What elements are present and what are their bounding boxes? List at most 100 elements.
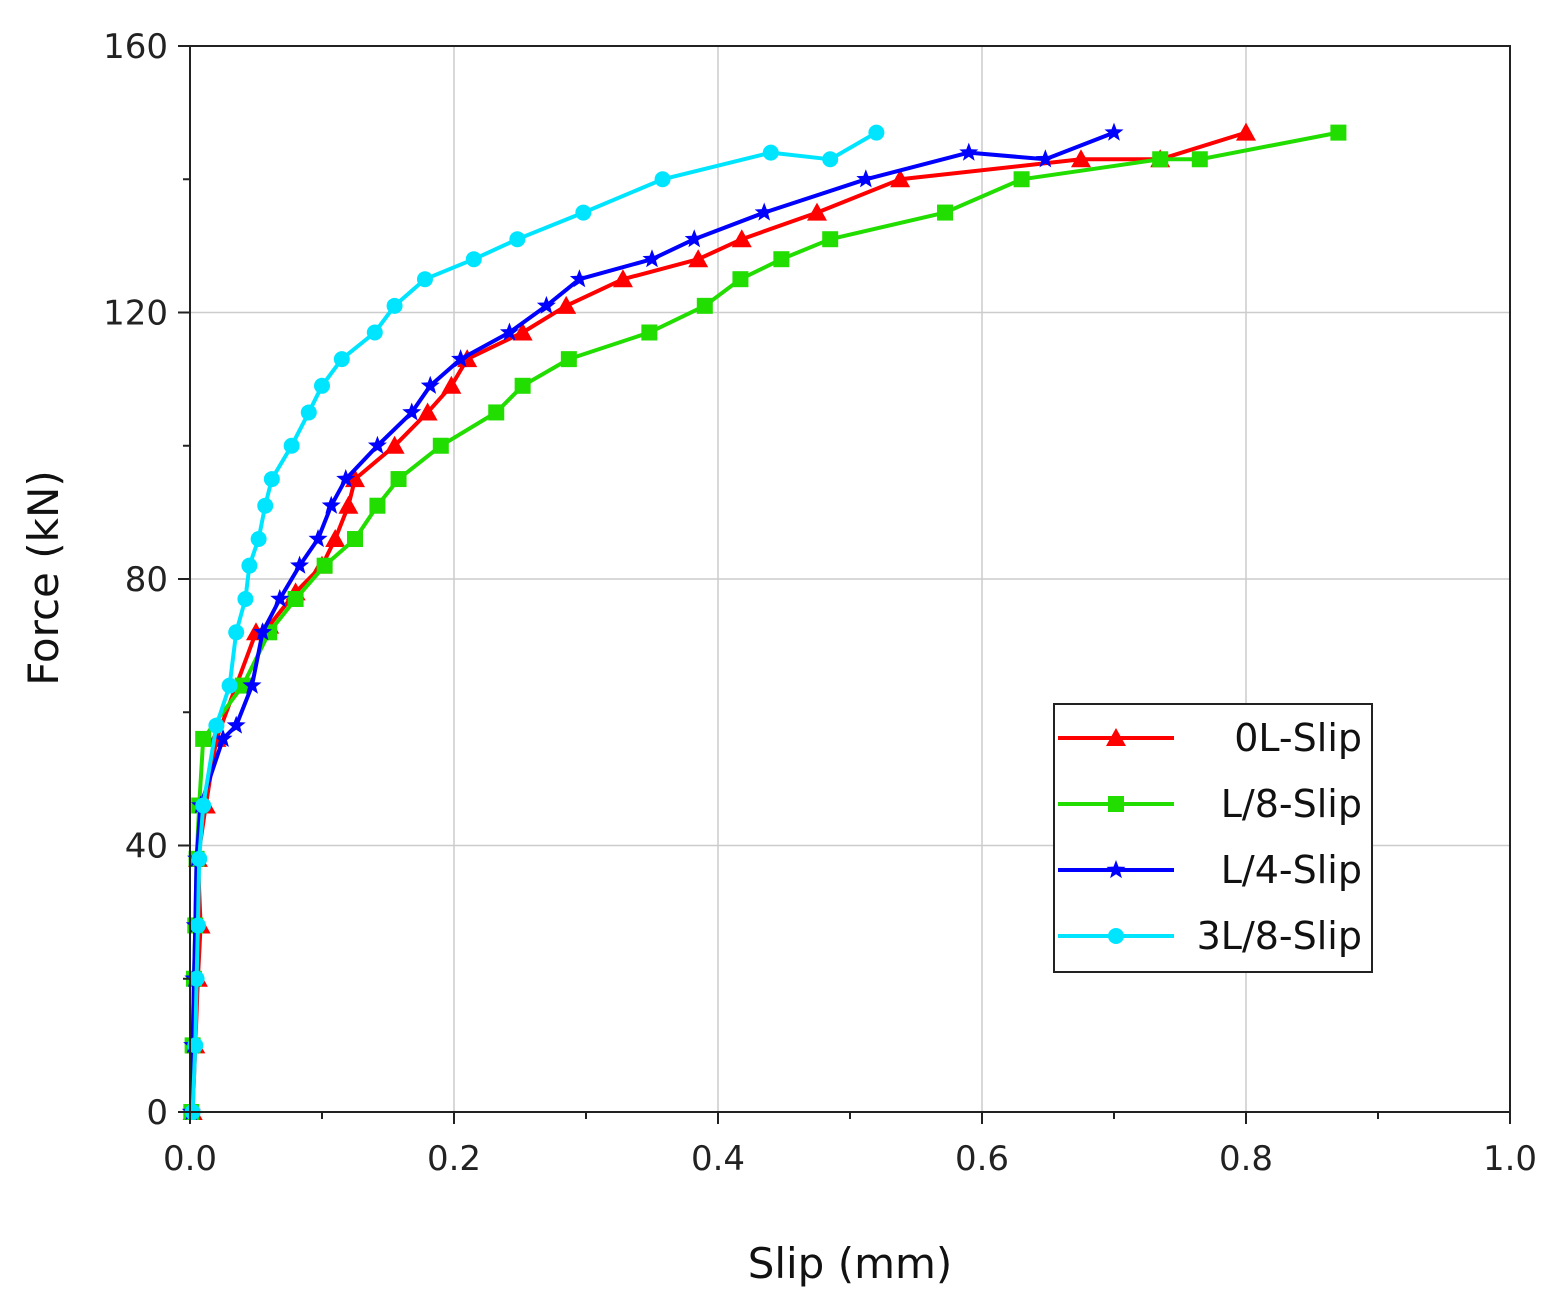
data-point <box>731 229 752 248</box>
data-point <box>237 590 254 607</box>
legend-label: 0L-Slip <box>1234 716 1362 760</box>
data-point <box>856 169 876 188</box>
data-point <box>221 677 238 694</box>
data-point <box>441 375 462 394</box>
data-point <box>642 249 662 268</box>
data-point <box>1035 149 1055 168</box>
series-line <box>190 130 878 1113</box>
data-point <box>226 715 246 734</box>
data-point <box>1330 124 1347 141</box>
legend-item: 0L-Slip <box>1058 716 1362 760</box>
data-point <box>822 231 839 248</box>
data-point <box>959 142 979 161</box>
x-tick-label: 0.0 <box>163 1139 217 1179</box>
data-point <box>937 204 954 221</box>
data-point <box>333 351 350 368</box>
data-point <box>762 144 779 161</box>
data-point <box>684 229 704 248</box>
data-point <box>1236 122 1256 141</box>
data-point <box>1071 149 1091 168</box>
data-point <box>696 297 713 314</box>
data-point <box>890 169 911 188</box>
legend-label: L/8-Slip <box>1221 782 1362 826</box>
data-point <box>321 495 341 514</box>
grid <box>190 46 1510 1112</box>
y-tick-label: 120 <box>103 294 168 334</box>
y-tick-label: 40 <box>125 827 168 867</box>
data-point <box>325 529 346 548</box>
x-tick-label: 1.0 <box>1483 1139 1537 1179</box>
data-point <box>369 497 386 514</box>
data-point <box>347 531 363 548</box>
data-point <box>1152 151 1169 168</box>
legend: 0L-Slip L/8-Slip L/4-Slip 3L/8-Slip <box>1053 703 1373 973</box>
data-point <box>228 624 245 641</box>
data-point <box>417 402 438 421</box>
data-point <box>1104 122 1124 141</box>
data-point <box>384 435 405 454</box>
data-point <box>386 297 403 314</box>
data-point <box>308 529 328 548</box>
data-point <box>416 271 433 288</box>
data-point <box>213 728 233 747</box>
data-point <box>641 324 658 341</box>
data-point <box>283 437 300 454</box>
data-point <box>366 324 383 341</box>
y-axis-title: Force (kN) <box>19 470 68 686</box>
data-point <box>402 402 422 421</box>
data-point <box>257 497 274 514</box>
data-point <box>188 970 205 987</box>
legend-marker <box>1106 728 1126 746</box>
x-tick-label: 0.2 <box>427 1139 481 1179</box>
data-point <box>189 917 206 934</box>
data-point <box>336 469 356 488</box>
y-tick-label: 0 <box>146 1093 168 1133</box>
data-point <box>499 322 519 341</box>
data-point <box>367 435 387 454</box>
data-point <box>253 622 273 641</box>
legend-label: 3L/8-Slip <box>1197 914 1362 958</box>
series-line <box>189 130 1115 1113</box>
data-point <box>488 404 505 421</box>
data-point <box>822 151 839 168</box>
x-tick-label: 0.8 <box>1219 1139 1273 1179</box>
data-point <box>754 202 774 221</box>
data-point <box>451 349 471 368</box>
data-point <box>569 269 589 288</box>
data-point <box>195 797 212 814</box>
data-point <box>242 675 262 694</box>
data-point <box>187 1037 204 1054</box>
data-point <box>1191 151 1208 168</box>
data-point <box>390 471 407 488</box>
legend-marker <box>1108 928 1124 944</box>
legend-item: L/4-Slip <box>1058 848 1362 892</box>
x-tick-label: 0.6 <box>955 1139 1009 1179</box>
data-point <box>868 124 885 141</box>
legend-item: L/8-Slip <box>1058 782 1362 826</box>
y-tick-label: 160 <box>103 27 168 67</box>
legend-item: 3L/8-Slip <box>1058 914 1362 958</box>
data-point <box>1013 171 1030 188</box>
x-tick-label: 0.4 <box>691 1139 745 1179</box>
data-point <box>290 555 310 574</box>
data-point <box>654 171 671 188</box>
data-point <box>241 557 258 574</box>
y-tick-label: 80 <box>125 560 168 600</box>
x-axis-title: Slip (mm) <box>748 1239 953 1288</box>
data-point <box>432 437 449 454</box>
data-point <box>287 590 304 607</box>
data-point <box>612 269 633 288</box>
data-point <box>191 850 208 867</box>
series-3L/8-Slip <box>184 124 885 1120</box>
data-point <box>773 251 790 268</box>
data-point <box>514 377 531 394</box>
legend-label: L/4-Slip <box>1221 848 1362 892</box>
legend-marker <box>1106 860 1126 879</box>
data-point <box>509 231 526 248</box>
data-point <box>732 271 749 288</box>
data-point <box>208 717 225 734</box>
data-point <box>250 531 267 548</box>
data-point <box>270 588 290 608</box>
data-point <box>512 322 533 341</box>
